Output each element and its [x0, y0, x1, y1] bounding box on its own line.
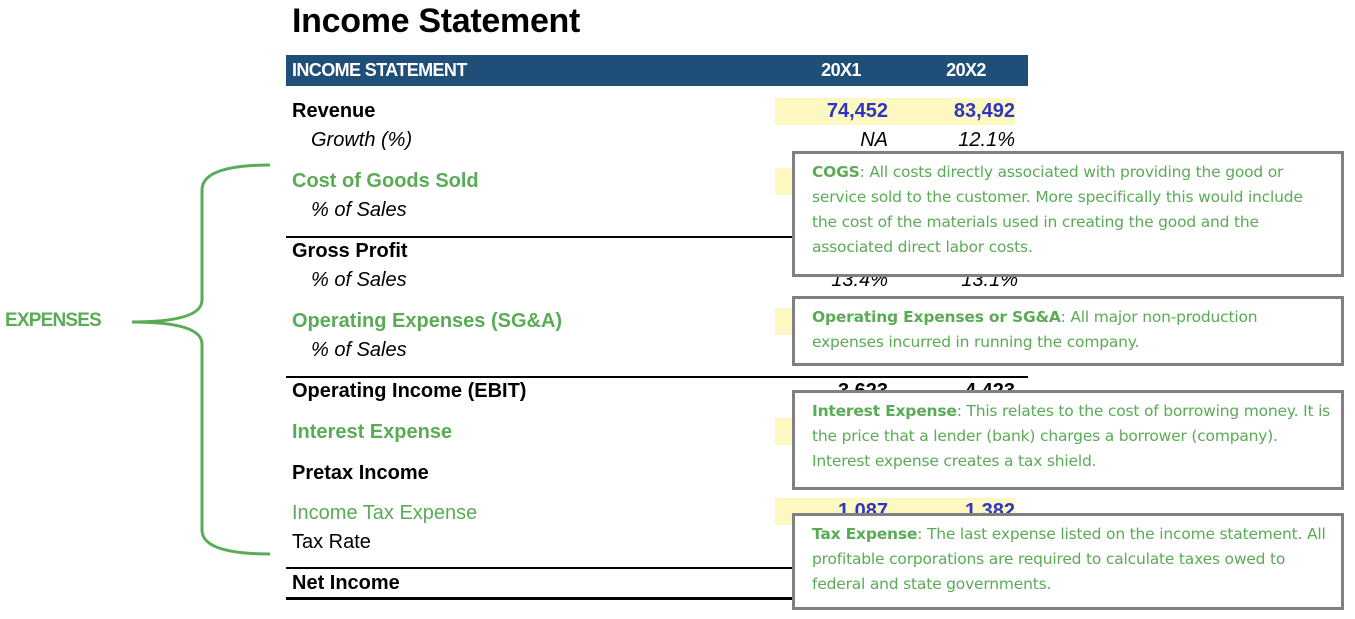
expenses-brace: [131, 163, 271, 556]
growth-20x2: 12.1%: [958, 129, 1015, 151]
cogs-label: Cost of Goods Sold: [292, 170, 479, 192]
revenue-20x2: 83,492: [953, 100, 1015, 122]
interest-callout-term: Interest Expense: [812, 402, 957, 420]
header-col-20x2: 20X2: [946, 60, 986, 80]
net-income-rule-top: [286, 567, 1028, 569]
cogs-callout-text: : All costs directly associated with pro…: [812, 163, 1303, 256]
cogs-callout-term: COGS: [812, 163, 860, 181]
opex-pct-label: % of Sales: [311, 339, 407, 361]
header-label: INCOME STATEMENT: [292, 60, 467, 80]
opex-callout: Operating Expenses or SG&A: All major no…: [792, 296, 1344, 366]
tax-callout-term: Tax Expense: [812, 525, 918, 543]
growth-20x1: NA: [860, 129, 888, 151]
expenses-label: EXPENSES: [5, 310, 102, 331]
opex-callout-term: Operating Expenses or SG&A: [812, 308, 1061, 326]
net-income-label: Net Income: [292, 572, 400, 594]
net-income-rule-bottom: [286, 597, 1028, 600]
opex-label: Operating Expenses (SG&A): [292, 310, 563, 332]
pretax-label: Pretax Income: [292, 462, 429, 484]
revenue-label: Revenue: [292, 100, 376, 122]
gross-profit-pct-label: % of Sales: [311, 269, 407, 291]
growth-label: Growth (%): [311, 129, 413, 151]
ebit-label: Operating Income (EBIT): [292, 380, 527, 402]
interest-callout: Interest Expense: This relates to the co…: [792, 390, 1344, 490]
gross-profit-rule: [286, 236, 1028, 238]
interest-callout-text: : This relates to the cost of borrowing …: [812, 402, 1331, 470]
tax-callout-text: : The last expense listed on the income …: [812, 525, 1326, 593]
opex-callout-text: : All major non-production expenses incu…: [812, 308, 1258, 351]
page-title: Income Statement: [292, 2, 581, 40]
header-col-20x1: 20X1: [821, 60, 861, 80]
interest-label: Interest Expense: [292, 421, 453, 443]
revenue-input-fill: [775, 98, 1015, 125]
ebit-rule: [286, 376, 1028, 378]
table-header: INCOME STATEMENT 20X1 20X2: [286, 55, 1028, 86]
tax-label: Income Tax Expense: [292, 502, 478, 524]
tax-rate-label: Tax Rate: [292, 531, 371, 553]
tax-callout: Tax Expense: The last expense listed on …: [792, 513, 1344, 610]
revenue-20x1: 74,452: [826, 100, 888, 122]
gross-profit-label: Gross Profit: [292, 240, 408, 262]
cogs-callout: COGS: All costs directly associated with…: [792, 151, 1344, 277]
cogs-pct-label: % of Sales: [311, 199, 407, 221]
